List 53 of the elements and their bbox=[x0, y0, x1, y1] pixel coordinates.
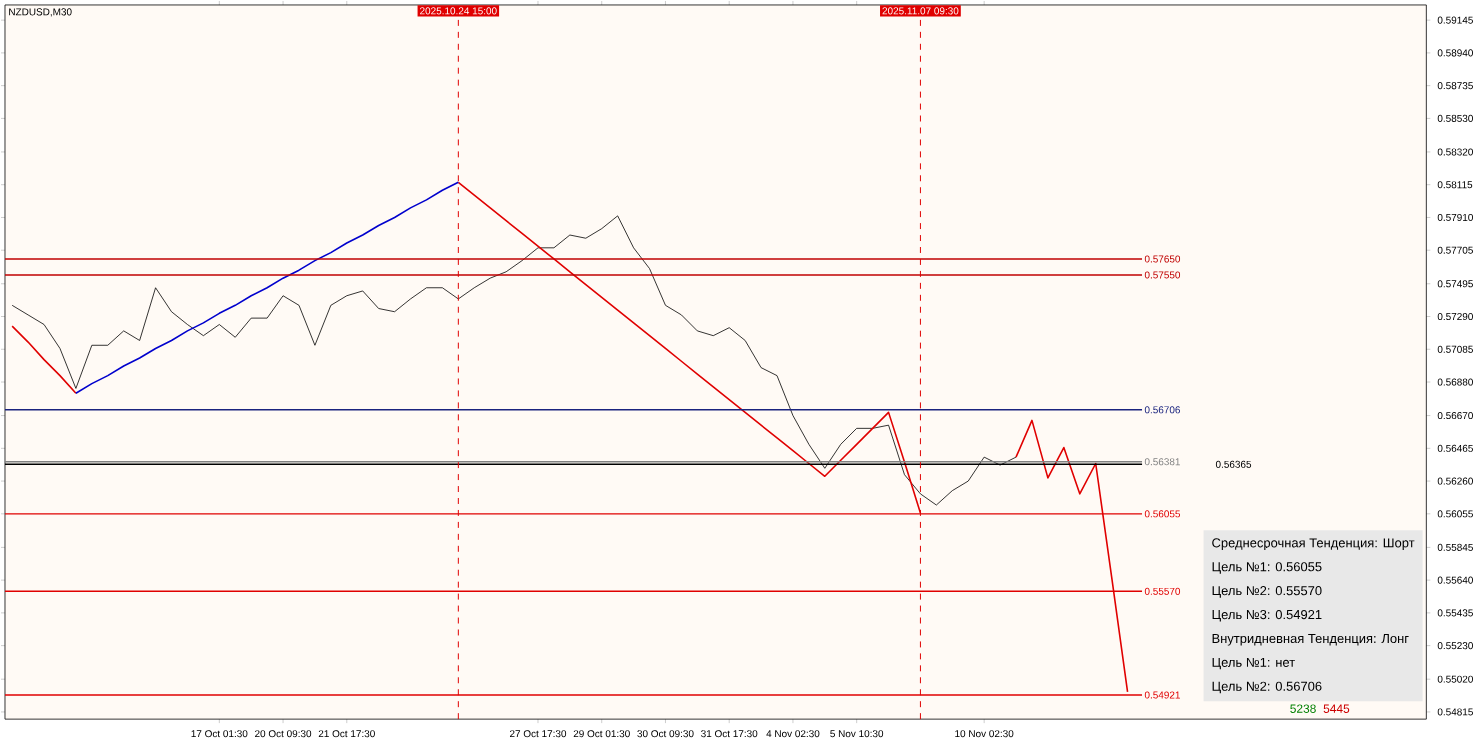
annotation: 5238 bbox=[1290, 704, 1316, 713]
ref-line-label: 0.54921 bbox=[1144, 691, 1180, 699]
y-tick-label: 0.55435 bbox=[1437, 609, 1473, 617]
annotation: Цель №2: 0.55570 bbox=[1212, 586, 1322, 598]
y-tick-label: 0.58115 bbox=[1437, 181, 1473, 189]
y-tick-label: 0.57910 bbox=[1437, 214, 1473, 222]
x-tick-label: 10 Nov 02:30 bbox=[955, 730, 1014, 738]
y-tick-label: 0.55640 bbox=[1437, 576, 1473, 584]
y-tick-label: 0.58530 bbox=[1437, 114, 1473, 122]
x-tick-label: 29 Oct 01:30 bbox=[573, 730, 630, 738]
annotation: Цель №3: 0.54921 bbox=[1212, 610, 1322, 622]
y-tick-label: 0.56465 bbox=[1437, 444, 1473, 452]
y-tick-label: 0.54815 bbox=[1437, 708, 1473, 716]
x-tick-label: 31 Oct 17:30 bbox=[701, 730, 758, 738]
x-tick-label: 27 Oct 17:30 bbox=[509, 730, 567, 738]
x-tick-label: 5 Nov 10:30 bbox=[830, 730, 884, 738]
ref-line-label: 0.57650 bbox=[1144, 255, 1181, 263]
y-tick-label: 0.57705 bbox=[1437, 246, 1473, 254]
y-tick-label: 0.56055 bbox=[1437, 510, 1473, 518]
y-tick-label: 0.57495 bbox=[1437, 280, 1473, 288]
annotation: Цель №2: 0.56706 bbox=[1212, 681, 1322, 694]
chart-title: NZDUSD,M30 bbox=[9, 8, 72, 17]
ref-line-label: 0.56706 bbox=[1144, 406, 1181, 414]
ref-line-label: 0.57550 bbox=[1144, 271, 1181, 279]
y-tick-label: 0.55020 bbox=[1437, 675, 1473, 683]
x-tick-label: 2025.11.07 09:30 bbox=[882, 7, 959, 15]
y-tick-label: 0.55845 bbox=[1437, 543, 1473, 551]
ref-line-label: 0.56055 bbox=[1144, 510, 1181, 518]
ref-line-label: 0.56381 bbox=[1144, 458, 1180, 466]
ref-line-label: 0.55570 bbox=[1144, 587, 1181, 595]
y-tick-label: 0.55230 bbox=[1437, 642, 1473, 650]
x-tick-label: 20 Oct 09:30 bbox=[255, 730, 312, 738]
x-tick-label: 17 Oct 01:30 bbox=[191, 730, 248, 738]
x-tick-label: 21 Oct 17:30 bbox=[318, 730, 375, 738]
y-tick-label: 0.56880 bbox=[1437, 378, 1473, 386]
ref-line-label: 0.56365 bbox=[1215, 460, 1252, 468]
x-tick-label: 4 Nov 02:30 bbox=[766, 730, 820, 738]
y-tick-label: 0.59145 bbox=[1437, 16, 1473, 24]
y-tick-label: 0.57085 bbox=[1437, 345, 1473, 353]
annotation: Среднесрочная Тенденция: Шорт bbox=[1212, 538, 1415, 551]
annotation: Цель №1: 0.56055 bbox=[1212, 562, 1322, 574]
annotation: Цель №1: нет bbox=[1212, 657, 1295, 670]
y-tick-label: 0.56260 bbox=[1437, 477, 1473, 485]
x-tick-label: 30 Oct 09:30 bbox=[637, 730, 694, 738]
annotation: Внутридневная Тенденция: Лонг bbox=[1212, 634, 1409, 646]
x-tick-label: 2025.10.24 15:00 bbox=[420, 7, 497, 15]
y-tick-label: 0.56670 bbox=[1437, 412, 1473, 420]
y-tick-label: 0.58940 bbox=[1437, 49, 1473, 57]
y-tick-label: 0.58735 bbox=[1437, 82, 1473, 90]
y-tick-label: 0.57290 bbox=[1437, 313, 1473, 321]
annotation: 5445 bbox=[1323, 704, 1350, 713]
y-tick-label: 0.58320 bbox=[1437, 148, 1473, 156]
line-series bbox=[75, 181, 460, 395]
